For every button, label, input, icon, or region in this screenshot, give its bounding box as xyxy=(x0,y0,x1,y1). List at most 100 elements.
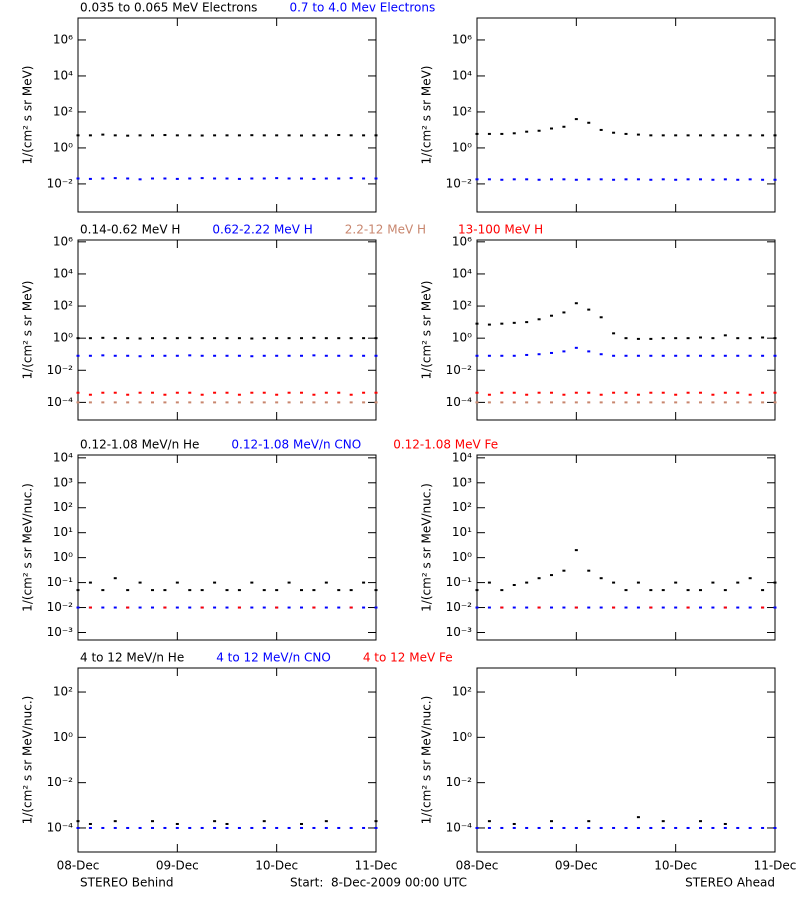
y-tick-label: 10⁶ xyxy=(452,234,472,248)
data-point xyxy=(512,321,516,324)
data-point xyxy=(374,354,378,357)
x-tick-label: 08-Dec xyxy=(57,859,100,873)
data-point xyxy=(151,589,154,592)
data-point xyxy=(262,606,266,609)
data-point xyxy=(649,401,653,404)
y-tick-label: 10⁻⁴ xyxy=(47,395,74,409)
data-point xyxy=(324,581,328,584)
data-point xyxy=(113,826,117,829)
data-point xyxy=(362,134,366,137)
data-point xyxy=(550,820,553,823)
legend-entry: 0.14-0.62 MeV H xyxy=(80,223,180,237)
data-point xyxy=(649,354,653,357)
data-point xyxy=(262,337,266,340)
data-point xyxy=(674,134,678,137)
data-point xyxy=(475,826,479,829)
y-tick-label: 10⁻¹ xyxy=(446,575,473,589)
data-point xyxy=(88,177,92,180)
data-point xyxy=(550,351,553,354)
data-point xyxy=(250,826,254,829)
data-point xyxy=(126,401,130,404)
data-point xyxy=(674,606,678,609)
y-tick-label: 10⁴ xyxy=(53,266,73,280)
legend-entry: 13-100 MeV H xyxy=(458,223,543,237)
data-point xyxy=(76,826,80,829)
data-point xyxy=(213,391,217,394)
data-point xyxy=(113,177,117,180)
data-point xyxy=(213,401,217,404)
data-point xyxy=(574,346,578,349)
plot-frame xyxy=(77,667,377,853)
data-point xyxy=(636,393,640,396)
y-tick-label: 10⁴ xyxy=(53,450,73,464)
legend-entry: 4 to 12 MeV/n CNO xyxy=(216,651,331,665)
data-point xyxy=(624,826,628,829)
data-point xyxy=(525,393,529,396)
data-point xyxy=(262,177,266,180)
y-tick-label: 10⁰ xyxy=(452,550,472,564)
y-axis-label: 1/(cm² s sr MeV) xyxy=(420,281,434,380)
data-point xyxy=(374,820,378,823)
data-point xyxy=(736,337,740,340)
data-point xyxy=(512,132,516,135)
data-point xyxy=(76,820,80,823)
data-point xyxy=(550,401,553,404)
data-point xyxy=(76,391,80,394)
data-point xyxy=(574,401,578,404)
data-point xyxy=(324,391,328,394)
data-point xyxy=(250,401,254,404)
data-point xyxy=(275,134,279,137)
data-point xyxy=(250,337,254,340)
data-point xyxy=(275,589,279,592)
data-point xyxy=(225,822,229,825)
data-point xyxy=(599,577,603,580)
data-point xyxy=(262,401,266,404)
data-point xyxy=(723,401,727,404)
y-axis-label: 1/(cm² s sr MeV) xyxy=(21,281,35,380)
data-point xyxy=(525,178,529,181)
data-point xyxy=(624,606,628,609)
data-point xyxy=(736,134,740,137)
data-point xyxy=(624,391,628,394)
data-point xyxy=(612,131,616,134)
data-point xyxy=(475,606,479,609)
footer-center: Start: 8-Dec-2009 00:00 UTC xyxy=(290,876,467,890)
y-tick-label: 10⁰ xyxy=(452,331,472,345)
y-tick-label: 10⁰ xyxy=(53,730,73,744)
data-point xyxy=(748,606,752,609)
data-point xyxy=(525,130,529,133)
data-point xyxy=(200,354,204,357)
data-point xyxy=(487,826,491,829)
data-point xyxy=(237,177,241,180)
data-point xyxy=(612,826,616,829)
data-point xyxy=(349,826,353,829)
data-point xyxy=(587,391,591,394)
data-point xyxy=(562,826,566,829)
data-point xyxy=(287,354,291,357)
data-point xyxy=(599,178,603,181)
data-point xyxy=(213,826,217,829)
data-point xyxy=(661,826,665,829)
data-point xyxy=(550,826,553,829)
data-point xyxy=(113,820,117,823)
data-point xyxy=(188,354,192,357)
data-point xyxy=(225,826,229,829)
data-point xyxy=(612,401,616,404)
data-point xyxy=(275,337,279,340)
data-point xyxy=(275,606,279,609)
data-point xyxy=(175,354,179,357)
data-point xyxy=(101,589,105,592)
data-point xyxy=(113,606,117,609)
data-point xyxy=(562,401,566,404)
y-tick-label: 10⁶ xyxy=(53,32,73,46)
data-point xyxy=(213,606,217,609)
data-point xyxy=(537,178,541,181)
data-point xyxy=(151,820,154,823)
data-point xyxy=(237,337,241,340)
data-point xyxy=(88,134,92,137)
data-point xyxy=(126,606,130,609)
x-tick-label: 10-Dec xyxy=(255,859,298,873)
data-point xyxy=(574,118,578,121)
data-point xyxy=(151,391,154,394)
data-point xyxy=(200,393,204,396)
